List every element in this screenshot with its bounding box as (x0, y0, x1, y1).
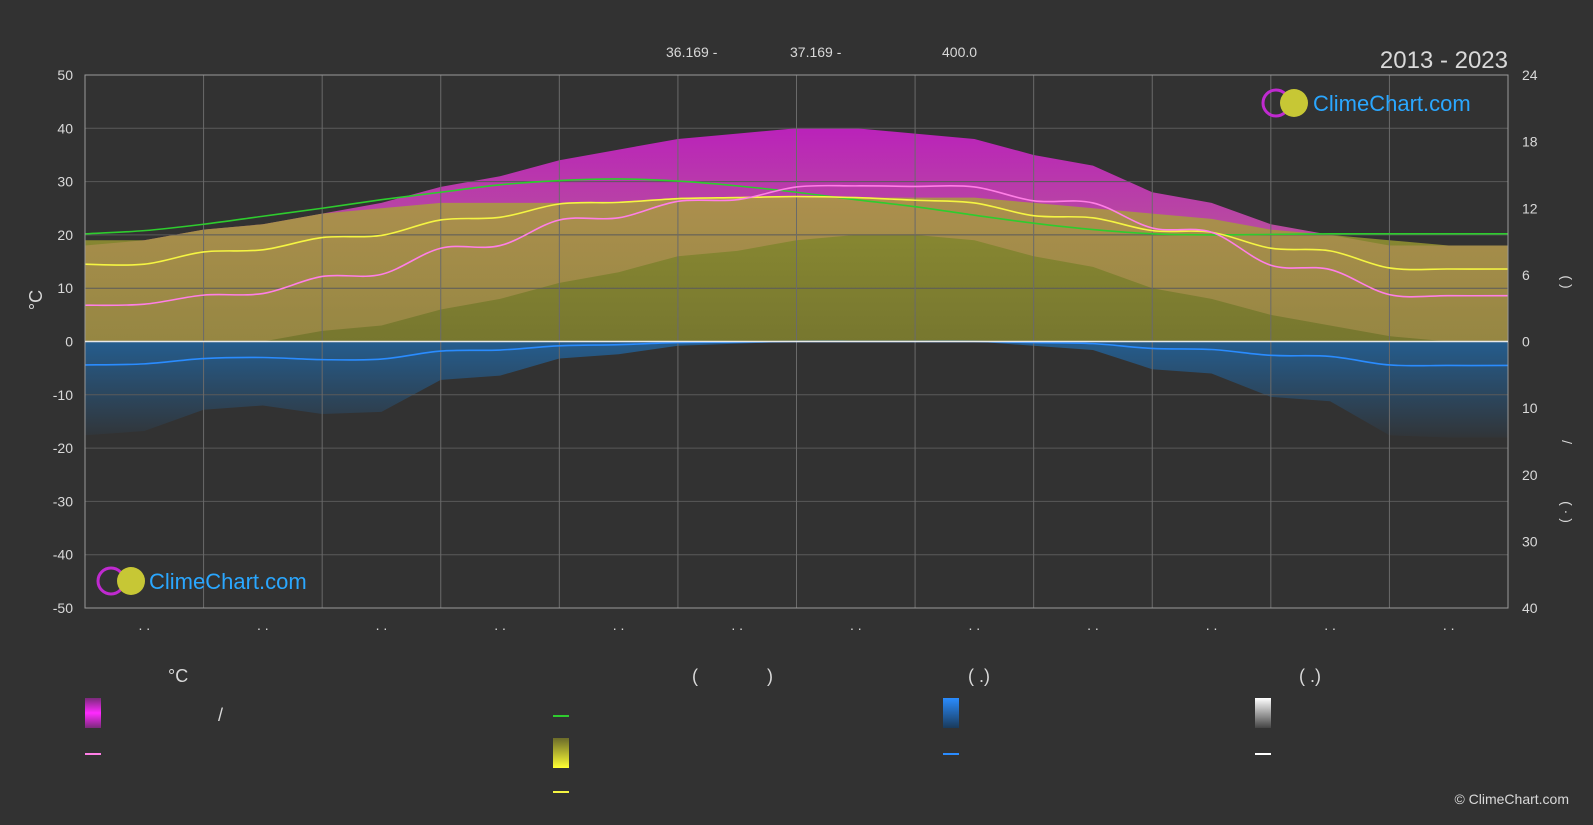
right-tick-label-upper: 24 (1522, 67, 1538, 83)
x-tick-label: . . (1087, 617, 1099, 633)
legend-header-precipitation: ( .) (968, 666, 990, 686)
legend-header-sunshine-open: ( (692, 666, 698, 686)
right-tick-label-upper: 18 (1522, 134, 1538, 150)
legend-separator: / (218, 705, 223, 725)
elevation-label: 400.0 (942, 44, 977, 60)
x-tick-label: . . (969, 617, 981, 633)
x-tick-label: . . (376, 617, 388, 633)
right-axis-label-slash: / (1559, 440, 1575, 444)
y-tick-label: 30 (57, 174, 73, 190)
x-tick-label: . . (494, 617, 506, 633)
y-tick-label: 40 (57, 120, 73, 136)
y-tick-label: -50 (53, 600, 73, 616)
right-axis-label-lower: ( · ) (1559, 501, 1575, 523)
y-tick-label: -20 (53, 440, 73, 456)
legend-header-snow: ( .) (1299, 666, 1321, 686)
x-tick-label: . . (731, 617, 743, 633)
longitude-label: 37.169 - (790, 44, 842, 60)
x-tick-label: . . (257, 617, 269, 633)
x-tick-label: . . (1443, 617, 1455, 633)
x-tick-label: . . (850, 617, 862, 633)
series-line-daylight (84, 178, 1508, 236)
y-tick-label: 0 (65, 334, 73, 350)
logo-text: ClimeChart.com (1313, 91, 1471, 116)
latitude-label: 36.169 - (666, 44, 718, 60)
period-label: 2013 - 2023 (1380, 47, 1508, 74)
chart-axes: 50 40 30 20 10 0 -10 -20 -30 -40 -50 24 18 12 6 0 10 20 30… (53, 67, 1538, 633)
y-axis-label: °C (26, 290, 46, 310)
logo-bottom: ClimeChart.com (96, 566, 307, 596)
right-tick-label-lower: 10 (1522, 400, 1538, 416)
y-tick-label: 10 (57, 280, 73, 296)
y-tick-label: 20 (57, 227, 73, 243)
series-line-sunshine (84, 195, 1509, 271)
right-tick-label-upper: 6 (1522, 267, 1530, 283)
copyright: © ClimeChart.com (1454, 791, 1569, 807)
legend-header-sunshine-close: ) (767, 666, 773, 686)
logo-top: ClimeChart.com (1261, 88, 1471, 118)
y-tick-label: -40 (53, 547, 73, 563)
legend-swatch-precipitation (943, 698, 959, 728)
legend-header-temperature: °C (168, 666, 188, 686)
legend-swatch-snow (1255, 698, 1271, 728)
legend: °C / ( ) ( .) ( .) (85, 666, 1321, 793)
y-tick-label: -10 (53, 387, 73, 403)
right-tick-label-lower: 20 (1522, 467, 1538, 483)
legend-swatch-sunshine (553, 738, 569, 768)
x-tick-label: . . (613, 617, 625, 633)
right-tick-label-lower: 40 (1522, 600, 1538, 616)
x-tick-label: . . (138, 617, 150, 633)
y-tick-label: 50 (57, 67, 73, 83)
x-tick-label: . . (1206, 617, 1218, 633)
y-tick-label: -30 (53, 493, 73, 509)
right-tick-label-upper: 12 (1522, 200, 1538, 216)
legend-swatch-temp-range (85, 698, 101, 728)
logo-icon-sun (1280, 89, 1308, 117)
logo-icon-sun (117, 567, 145, 595)
right-tick-label-upper: 0 (1522, 334, 1530, 350)
logo-text: ClimeChart.com (149, 569, 307, 594)
right-axis-label-upper: ( ) (1559, 275, 1575, 288)
right-tick-label-lower: 30 (1522, 533, 1538, 549)
x-tick-label: . . (1324, 617, 1336, 633)
series-line-mean_temp (84, 184, 1509, 307)
